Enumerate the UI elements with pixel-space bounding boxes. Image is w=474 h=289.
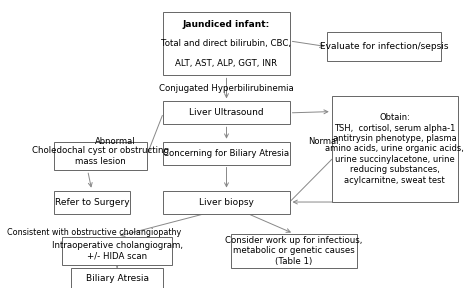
Text: Liver Ultrasound: Liver Ultrasound [189, 108, 264, 117]
Text: Intraoperative cholangiogram,
+/- HIDA scan: Intraoperative cholangiogram, +/- HIDA s… [52, 241, 182, 261]
FancyBboxPatch shape [328, 32, 441, 61]
FancyBboxPatch shape [164, 142, 290, 165]
FancyBboxPatch shape [164, 190, 290, 214]
Text: Consistent with obstructive cholangiopathy: Consistent with obstructive cholangiopat… [7, 228, 181, 237]
Text: Choledochal cyst or obstructing
mass lesion: Choledochal cyst or obstructing mass les… [32, 146, 169, 166]
Text: Refer to Surgery: Refer to Surgery [55, 197, 129, 207]
FancyBboxPatch shape [332, 96, 458, 202]
FancyBboxPatch shape [231, 234, 357, 268]
Text: Consider work up for infectious,
metabolic or genetic causes
(Table 1): Consider work up for infectious, metabol… [225, 236, 363, 266]
FancyBboxPatch shape [63, 236, 172, 265]
Text: Normal: Normal [309, 137, 339, 146]
Text: Conjugated Hyperbilirubinemia: Conjugated Hyperbilirubinemia [159, 84, 294, 93]
FancyBboxPatch shape [54, 190, 130, 214]
FancyBboxPatch shape [54, 142, 146, 171]
Text: Jaundiced infant:: Jaundiced infant: [183, 20, 270, 29]
Text: Abnormal: Abnormal [95, 137, 136, 146]
Text: Biliary Atresia: Biliary Atresia [86, 274, 149, 283]
FancyBboxPatch shape [71, 268, 164, 288]
FancyBboxPatch shape [164, 12, 290, 75]
Text: Liver biopsy: Liver biopsy [199, 197, 254, 207]
Text: ALT, AST, ALP, GGT, INR: ALT, AST, ALP, GGT, INR [175, 58, 278, 68]
Text: Obtain:
TSH,  cortisol, serum alpha-1
antitrysin phenotype, plasma
amino acids, : Obtain: TSH, cortisol, serum alpha-1 ant… [325, 113, 464, 184]
Text: Concerning for Biliary Atresia: Concerning for Biliary Atresia [164, 149, 290, 158]
Text: Evaluate for infection/sepsis: Evaluate for infection/sepsis [320, 42, 448, 51]
Text: Total and direct bilirubin, CBC,: Total and direct bilirubin, CBC, [162, 39, 292, 48]
FancyBboxPatch shape [164, 101, 290, 124]
